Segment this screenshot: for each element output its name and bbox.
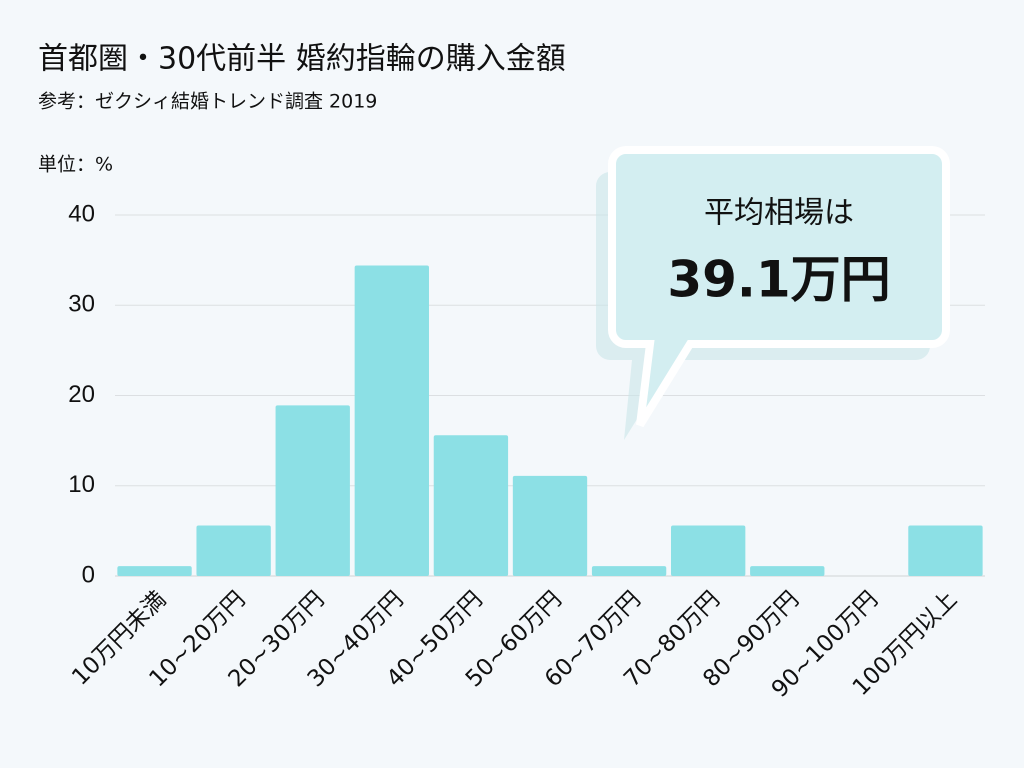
y-tick-label: 30	[68, 291, 95, 318]
bar	[117, 566, 192, 576]
y-tick-label: 10	[68, 471, 95, 498]
bar	[433, 435, 509, 576]
y-tick-label: 0	[82, 561, 95, 588]
callout-value: 39.1万円	[667, 251, 890, 309]
callout-text: 平均相場は	[704, 196, 854, 231]
y-axis-label: 単位：%	[38, 154, 113, 176]
y-tick-label: 40	[68, 200, 95, 227]
callout-box	[608, 146, 950, 428]
y-tick-label: 20	[68, 381, 95, 408]
chart-subtitle: 参考：ゼクシィ結婚トレンド調査 2019	[38, 91, 377, 113]
bar	[750, 566, 825, 576]
bar	[908, 525, 983, 576]
chart-title: 首都圏・30代前半 婚約指輪の購入金額	[38, 42, 566, 77]
bar	[512, 475, 588, 576]
bar	[671, 525, 746, 576]
bar	[591, 566, 667, 576]
bar	[275, 405, 350, 576]
bar	[196, 525, 271, 576]
callout: 平均相場は 39.1万円	[596, 146, 950, 440]
bar	[354, 265, 429, 576]
